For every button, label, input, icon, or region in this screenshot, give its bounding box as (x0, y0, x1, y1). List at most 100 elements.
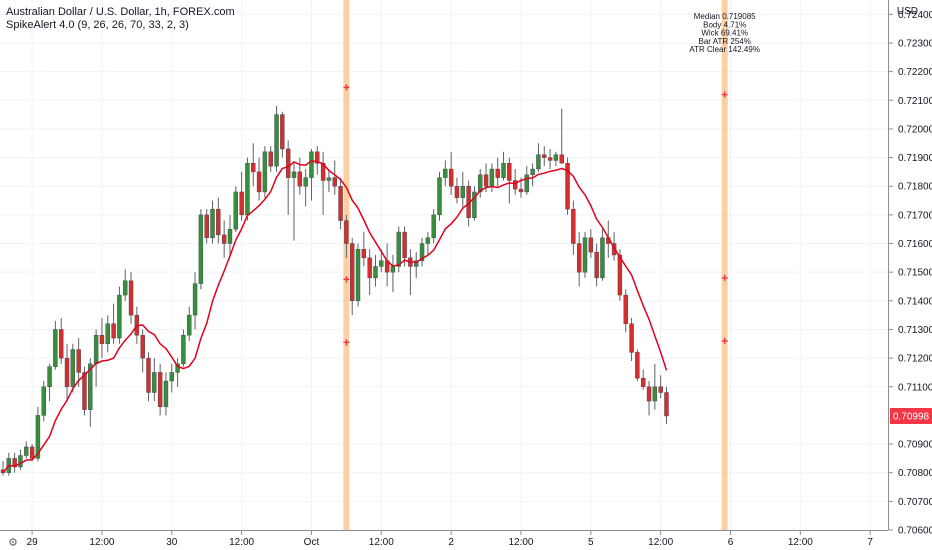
candle-down (140, 334, 145, 359)
candle-up (152, 372, 157, 393)
candle-down (664, 392, 669, 417)
candle-up (472, 191, 477, 218)
candle-down (594, 251, 599, 279)
spike-marker (343, 276, 350, 283)
candle-down (99, 334, 105, 344)
candle-down (565, 163, 570, 210)
candle-up (210, 208, 215, 238)
candle-down (111, 323, 116, 339)
candle-up (553, 154, 559, 161)
price-tick-label: 0.71400 (898, 296, 932, 307)
candle-down (402, 231, 407, 259)
candle-down (280, 114, 285, 150)
candle-up (355, 249, 361, 302)
price-tick-label: 0.70700 (898, 497, 932, 508)
candle-down (76, 349, 81, 373)
candle-up (233, 191, 239, 230)
price-tick-label: 0.72100 (898, 96, 932, 107)
candle-up (425, 237, 431, 244)
price-axis[interactable]: 0.70600 0.70700 0.70800 0.70900 0.71100 0.712… (888, 10, 932, 537)
candle-up (390, 266, 396, 273)
candle-up (536, 154, 541, 170)
candle-up (600, 237, 605, 279)
candle-down (588, 237, 594, 253)
price-tick-label: 0.71900 (898, 153, 932, 164)
price-tick-label: 0.70900 (898, 440, 932, 451)
time-axis[interactable]: 29 12:00 30 12:00 Oct 12:00 2 12:00 5 12:00 6 12:00… (27, 530, 874, 548)
candle-down (315, 151, 320, 164)
candle-up (489, 168, 495, 187)
candle-down (635, 352, 640, 379)
candle-up (70, 349, 76, 387)
price-tick-label: 0.71300 (898, 325, 932, 336)
candle-up (291, 171, 297, 178)
price-tick-label: 0.70800 (898, 468, 932, 479)
spike-marker (721, 274, 728, 281)
candle-down (454, 186, 460, 198)
candle-down (495, 168, 500, 178)
candle-up (169, 372, 174, 382)
indicator-legend[interactable]: SpikeAlert 4.0 (9, 26, 26, 70, 33, 2, 3) (6, 19, 189, 31)
highlight-band (721, 0, 728, 530)
candle-up (163, 380, 169, 408)
currency-label: USD (897, 6, 918, 17)
spike-marker (721, 337, 728, 344)
price-tick-label: 0.72000 (898, 124, 932, 135)
price-tick-label: 0.72200 (898, 67, 932, 78)
candle-up (227, 228, 233, 244)
candle-down (297, 171, 303, 187)
candle-up (524, 174, 529, 193)
candle-down (629, 323, 634, 353)
last-price-tag: 0.70998 (890, 407, 932, 424)
price-tick-label: 0.71200 (898, 354, 932, 365)
candle-down (82, 372, 87, 410)
candle-up (35, 415, 41, 459)
candle-down (559, 154, 564, 164)
price-tick-label: 0.71800 (898, 182, 932, 193)
candle-up (396, 231, 401, 267)
candle-down (542, 154, 547, 158)
candle-up (373, 266, 378, 279)
price-tick-label: 0.70600 (898, 526, 932, 537)
spike-highlights (343, 0, 728, 530)
candle-down (338, 186, 343, 221)
time-tick-label: 12:00 (229, 537, 254, 548)
gear-icon[interactable] (8, 537, 18, 547)
time-tick-label: Oct (304, 537, 320, 548)
candle-down (29, 446, 35, 459)
candle-down (623, 294, 628, 324)
candle-up (419, 243, 425, 261)
candle-down (483, 174, 489, 187)
candle-up (326, 177, 332, 181)
candle-down (221, 234, 227, 244)
candle-up (24, 446, 29, 456)
ma-line (2, 159, 668, 474)
time-tick-label: 7 (867, 537, 873, 548)
annotation-line: Bar ATR 254% (699, 37, 751, 46)
candle-up (53, 329, 58, 367)
annotation-line: Wick 69.41% (701, 29, 748, 38)
time-tick-label: 5 (588, 537, 594, 548)
time-tick-label: 2 (448, 537, 454, 548)
candle-up (460, 186, 465, 198)
candle-up (181, 334, 186, 365)
candle-up (379, 260, 384, 267)
symbol-title: Australian Dollar / U.S. Dollar, 1h, FOR… (6, 6, 235, 18)
last-price-label: 0.70998 (893, 411, 930, 422)
price-tick-label: 0.71100 (898, 382, 932, 393)
candles (0, 106, 669, 476)
candle-down (658, 386, 663, 393)
candle-down (547, 157, 553, 161)
candle-up (443, 168, 448, 178)
time-tick-label: 6 (728, 537, 734, 548)
candle-up (582, 237, 588, 273)
time-tick-label: 12:00 (369, 537, 394, 548)
candle-up (192, 283, 198, 316)
candle-down (12, 458, 17, 468)
price-tick-label: 0.72300 (898, 38, 932, 49)
candle-down (239, 191, 244, 216)
candle-up (245, 163, 250, 216)
candle-down (641, 377, 646, 387)
candle-up (414, 260, 419, 267)
